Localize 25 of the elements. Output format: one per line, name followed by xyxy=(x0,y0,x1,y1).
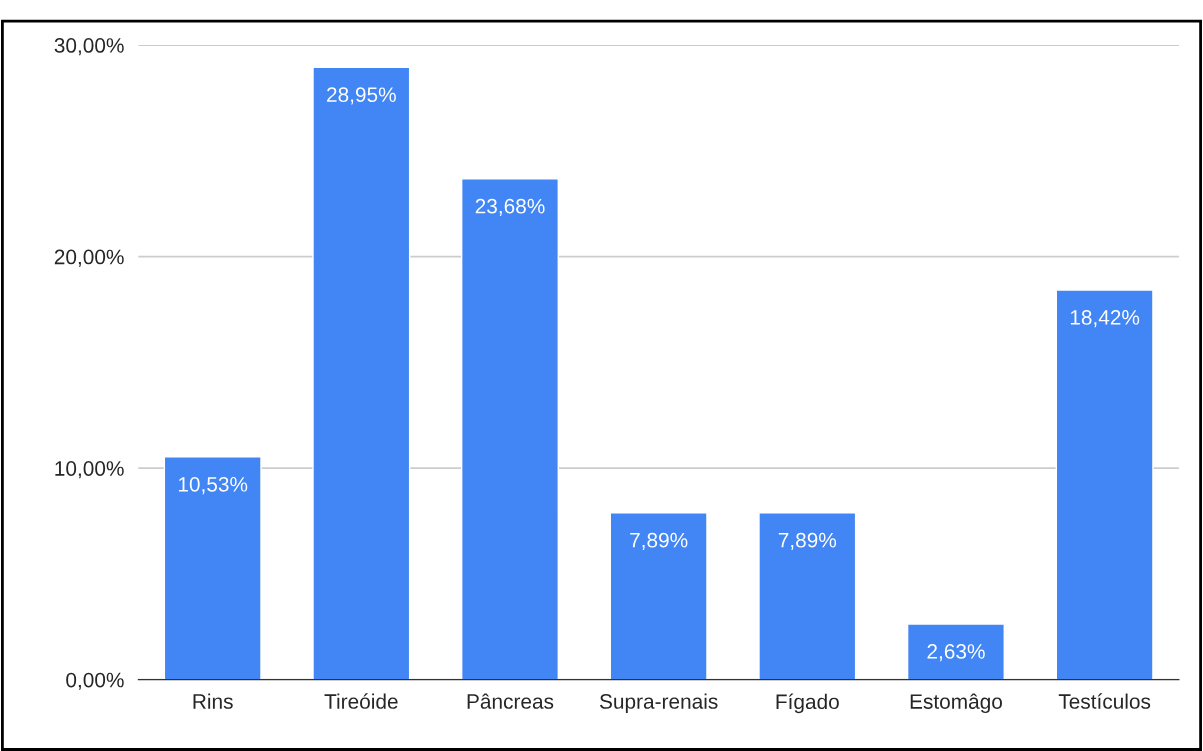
data-label: 7,89% xyxy=(778,532,837,550)
bar xyxy=(906,623,1005,680)
bar xyxy=(1055,289,1154,680)
x-tick-label: Pâncreas xyxy=(467,693,554,709)
bar xyxy=(163,456,262,680)
x-tick-label: Testículos xyxy=(1058,693,1151,709)
data-label: 2,63% xyxy=(927,644,985,662)
data-label: 10,53% xyxy=(178,476,248,495)
x-tick-label: Fígado xyxy=(776,693,839,714)
x-tick-label: Rins xyxy=(193,693,233,709)
x-tick-label: Tireóide xyxy=(324,693,398,709)
x-tick-label: Supra-renais xyxy=(599,693,718,713)
y-tick-label: 10,00% xyxy=(55,461,124,479)
bar xyxy=(460,178,559,680)
bar xyxy=(758,512,857,680)
data-label: 28,95% xyxy=(327,87,396,105)
x-tick-label: Estomâgo xyxy=(910,693,1002,714)
y-tick-label: 20,00% xyxy=(54,249,124,267)
y-tick-label: 0,00% xyxy=(66,672,124,690)
data-label: 18,42% xyxy=(1070,310,1140,328)
data-label: 23,68% xyxy=(475,198,545,216)
bar xyxy=(609,512,708,680)
y-tick-label: 30,00% xyxy=(54,38,124,56)
bar xyxy=(312,66,411,680)
data-label: 7,89% xyxy=(630,532,688,550)
